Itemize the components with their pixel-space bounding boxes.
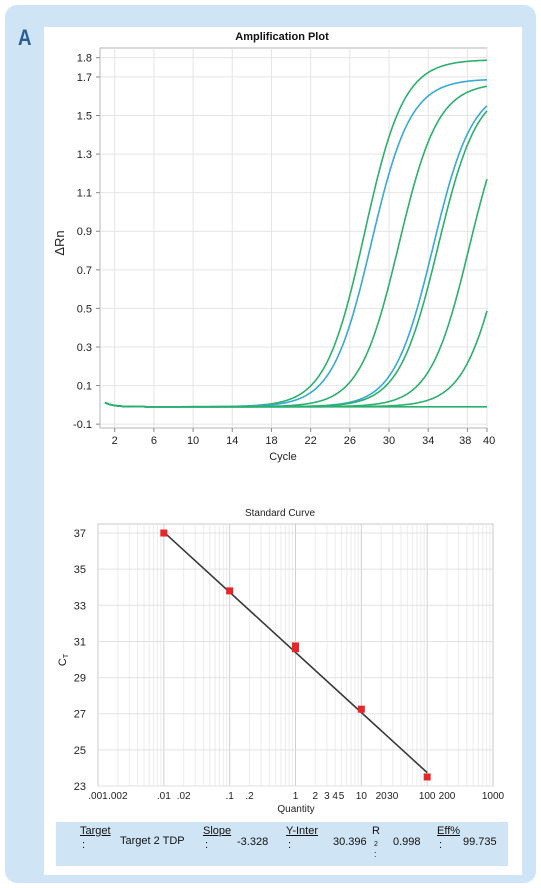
standard-curve-point-4 [358,706,365,713]
standard-curve-x-tick-label-11: 10 [356,791,368,802]
standard-curve-y-ticks: 23 25 27 29 31 33 35 37 [74,528,86,793]
amplification-xlabel: Cycle [269,451,297,463]
standard-curve-point-0 [160,530,167,537]
standard-curve-y-tick-label-6: 35 [74,564,86,576]
standard-curve-y-tick-label-4: 31 [74,636,86,648]
standard-curve-stats: Target : Target 2 TDP Slope : -3.328 Y-I… [56,822,508,866]
standard-curve-x-tick-label-4: .1 [225,791,234,802]
standard-curve-ylabel: CT [57,653,70,666]
amplification-x-tick-label-3: 14 [226,435,238,447]
target-label: Target [80,825,111,837]
amplification-y-tick-label-3: 0.5 [77,303,92,315]
amplification-y-tick-label-10: 1.8 [77,53,92,65]
amplification-y-tick-label-9: 1.7 [77,72,92,84]
standard-curve-x-tick-label-12: 20 [376,791,388,802]
slope-colon: : [205,839,208,851]
standard-curve-xlabel: Quantity [277,804,314,815]
amplification-x-tick-label-10: 40 [483,435,495,447]
y-intercept-value: 30.396 [333,836,367,848]
efficiency-colon: : [439,839,442,851]
target-colon: : [82,839,85,851]
amplification-x-tick-label-5: 22 [305,435,317,447]
standard-curve-ylabel-t: T [63,653,70,658]
standard-curve-x-tick-label-16: 1000 [482,791,505,802]
standard-curve-point-1 [226,587,233,594]
amplification-ylabel: ΔRn [52,230,67,255]
amplification-y-tick-label-1: 0.1 [77,381,92,393]
standard-curve-x-tick-label-1: .002 [108,791,128,802]
amplification-plot: Amplification Plot 2 6 10 14 18 22 26 30 34 38 40 … [0,0,541,470]
amplification-y-tick-label-6: 1.1 [77,188,92,200]
amplification-y-tick-label-4: 0.7 [77,265,92,277]
standard-curve-y-tick-label-5: 33 [74,600,86,612]
standard-curve-y-tick-label-0: 23 [74,781,86,793]
standard-curve-y-tick-label-7: 37 [74,528,86,540]
slope-value: -3.328 [237,836,268,848]
slope-label: Slope [203,825,231,837]
standard-curve-point-5 [424,773,431,780]
r-squared-superscript: 2 [374,841,378,848]
standard-curve-x-tick-label-10: 5 [339,791,345,802]
r-squared-label: R [372,825,380,837]
standard-curve-x-tick-label-14: 100 [419,791,436,802]
standard-curve-x-tick-label-13: 30 [387,791,399,802]
standard-curve-x-tick-label-6: 1 [293,791,299,802]
standard-curve-x-tick-label-7: 2 [313,791,319,802]
y-intercept-colon: : [288,839,291,851]
standard-curve-x-tick-label-9: 4 [332,791,338,802]
amplification-y-tick-label-2: 0.3 [77,342,92,354]
efficiency-value: 99.735 [463,836,497,848]
amplification-x-tick-label-0: 2 [112,435,118,447]
efficiency-label: Eff% [437,825,460,837]
amplification-x-tick-label-6: 26 [344,435,356,447]
standard-curve-y-tick-label-2: 27 [74,709,86,721]
standard-curve-x-tick-label-2: .01 [157,791,171,802]
amplification-x-ticks: 2 6 10 14 18 22 26 30 34 38 40 [112,428,496,447]
r-squared-colon: : [374,849,377,859]
standard-curve-plot: Standard Curve .001.002.01.02.1.2 1 2 3 4 5 10… [0,500,541,820]
standard-curve-ylabel-c: C [57,658,69,666]
amplification-y-tick-label-0: -0.1 [73,419,92,431]
amplification-y-tick-label-5: 0.9 [77,226,92,238]
standard-curve-title: Standard Curve [245,508,315,519]
standard-curve-y-tick-label-1: 25 [74,745,86,757]
amplification-x-tick-label-9: 38 [459,435,471,447]
amplification-x-tick-label-1: 6 [151,435,157,447]
standard-curve-x-tick-label-8: 3 [324,791,330,802]
amplification-title: Amplification Plot [235,31,329,43]
target-value: Target 2 TDP [120,835,185,847]
amplification-x-tick-label-8: 34 [422,435,434,447]
standard-curve-x-tick-label-5: .2 [245,791,254,802]
standard-curve-point-3 [292,642,299,649]
standard-curve-x-ticks: .001.002 .01 .02 .1 .2 1 2 3 4 5 10 20 30 100 200 1000 [88,791,504,802]
standard-curve-y-tick-label-3: 29 [74,673,86,685]
amplification-x-tick-label-2: 10 [187,435,199,447]
amplification-x-tick-label-4: 18 [265,435,277,447]
y-intercept-label: Y-Inter [286,825,318,837]
amplification-y-tick-label-8: 1.5 [77,111,92,123]
standard-curve-x-tick-label-3: .02 [177,791,191,802]
amplification-y-ticks: -0.1 0.1 0.3 0.5 0.7 0.9 1.1 1.3 1.5 1.7 1.8 [73,53,100,431]
standard-curve-x-tick-label-0: .001 [88,791,108,802]
amplification-x-tick-label-7: 30 [383,435,395,447]
standard-curve-x-tick-label-15: 200 [439,791,456,802]
amplification-y-tick-label-7: 1.3 [77,149,92,161]
r-squared-value: 0.998 [393,836,421,848]
